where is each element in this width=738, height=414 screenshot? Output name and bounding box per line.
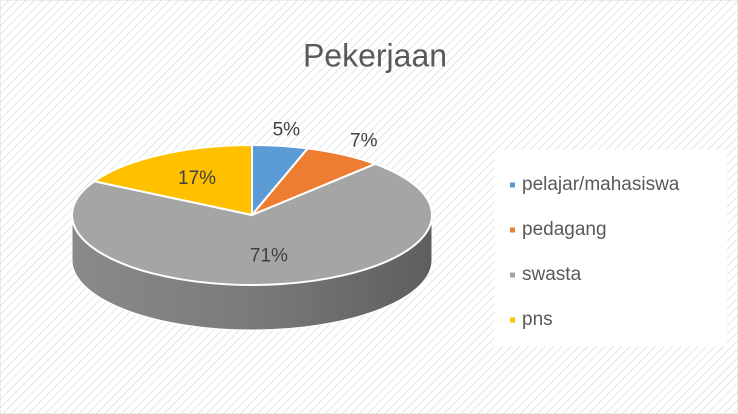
legend-box (495, 150, 727, 346)
data-label: 7% (350, 131, 378, 152)
legend-swatch (510, 182, 515, 188)
legend-label: pns (522, 309, 553, 330)
legend-swatch (510, 227, 515, 233)
legend-swatch (510, 317, 515, 323)
legend-swatch (510, 272, 515, 278)
chart-title: Pekerjaan (303, 37, 447, 73)
legend-label: pelajar/mahasiswa (522, 174, 680, 195)
legend-label: swasta (522, 264, 582, 285)
slice (91, 143, 253, 217)
legend: pelajar/mahasiswa pedagang swasta pns (510, 174, 680, 330)
legend-label: pedagang (522, 219, 607, 240)
data-label: 5% (273, 120, 301, 141)
pie: 5% 7% 71% 17% (71, 120, 433, 331)
data-label: 71% (250, 245, 288, 266)
data-label: 17% (178, 168, 216, 189)
slice (71, 162, 433, 286)
